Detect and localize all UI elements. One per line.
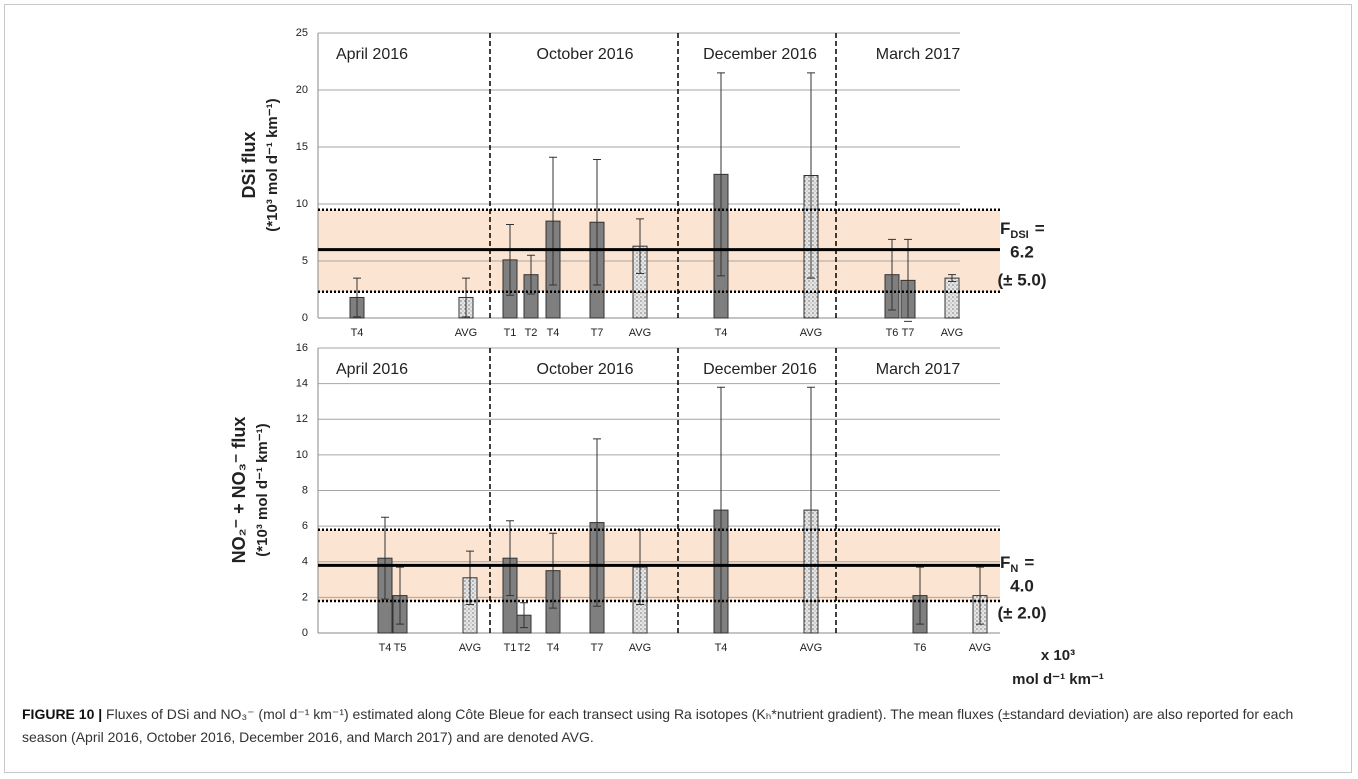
flux-symbol-subscript: DSI	[1010, 229, 1028, 241]
y-axis-title: NO₂⁻ + NO₃⁻ flux	[229, 417, 249, 564]
error-bar	[396, 566, 404, 625]
y-tick-label: 10	[296, 449, 308, 461]
x-tick-label: AVG	[459, 642, 481, 654]
season-label: October 2016	[537, 361, 634, 378]
error-bar	[593, 438, 601, 607]
y-tick-label: 20	[296, 84, 308, 96]
y-tick-label: 8	[302, 484, 308, 496]
y-tick-label: 5	[302, 255, 308, 267]
y-tick-label: 10	[296, 198, 308, 210]
y-tick-label: 6	[302, 520, 308, 532]
error-bar	[549, 156, 557, 286]
flux-sd: (± 5.0)	[997, 270, 1046, 289]
x-tick-label: T7	[902, 327, 915, 339]
flux-mean: 6.2	[1010, 242, 1034, 261]
y-tick-label: 4	[302, 556, 308, 568]
flux-symbol-main: F	[1000, 219, 1010, 238]
error-bar	[549, 532, 557, 609]
y-tick-label: 0	[302, 312, 308, 324]
error-bar	[807, 72, 815, 279]
x-tick-label: AVG	[800, 327, 822, 339]
season-label: April 2016	[336, 46, 408, 63]
season-label: December 2016	[703, 361, 817, 378]
caption: FIGURE 10 | Fluxes of DSi and NO₃⁻ (mol …	[22, 703, 1342, 749]
season-label: April 2016	[336, 361, 408, 378]
units-note: mol d⁻¹ km⁻¹	[1012, 671, 1104, 688]
x-tick-label: T5	[394, 642, 407, 654]
season-label: March 2017	[876, 361, 961, 378]
flux-symbol: FN =	[1000, 553, 1034, 574]
y-tick-label: 14	[296, 378, 308, 390]
season-label: December 2016	[703, 46, 817, 63]
flux-symbol-subscript: N	[1010, 563, 1018, 575]
y-tick-label: 25	[296, 27, 308, 39]
x-tick-label: AVG	[629, 642, 651, 654]
caption-text: Fluxes of DSi and NO₃⁻ (mol d⁻¹ km⁻¹) es…	[22, 706, 1294, 745]
flux-mean: 4.0	[1010, 576, 1034, 595]
figure-frame	[4, 4, 1352, 773]
error-bar	[527, 254, 535, 295]
x-tick-label: AVG	[455, 327, 477, 339]
x-tick-label: T7	[591, 327, 604, 339]
x-tick-label: T4	[715, 642, 728, 654]
flux-symbol-main: F	[1000, 553, 1010, 572]
error-bar	[593, 159, 601, 286]
flux-equals: =	[1024, 553, 1034, 572]
x-tick-label: T4	[547, 642, 560, 654]
flux-equals: =	[1035, 219, 1045, 238]
x-tick-label: T4	[715, 327, 728, 339]
x-tick-label: T1	[504, 327, 517, 339]
y-tick-label: 2	[302, 591, 308, 603]
y-axis-title: DSi flux	[239, 131, 259, 198]
x-tick-label: AVG	[969, 642, 991, 654]
x-tick-label: T1	[504, 642, 517, 654]
y-tick-label: 16	[296, 342, 308, 354]
x-tick-label: T6	[914, 642, 927, 654]
error-bar	[506, 224, 514, 296]
x-tick-label: T6	[886, 327, 899, 339]
x-tick-label: AVG	[941, 327, 963, 339]
error-bar	[462, 277, 470, 318]
x-tick-label: T4	[379, 642, 392, 654]
error-bar	[807, 386, 815, 634]
y-tick-label: 15	[296, 141, 308, 153]
bar	[944, 277, 960, 319]
error-bar	[353, 277, 361, 318]
y-tick-label: 0	[302, 627, 308, 639]
y-axis-subtitle: (*10³ mol d⁻¹ km⁻¹)	[264, 98, 281, 231]
error-bar	[466, 550, 474, 605]
x-tick-label: AVG	[629, 327, 651, 339]
error-bar	[381, 516, 389, 600]
y-axis-subtitle: (*10³ mol d⁻¹ km⁻¹)	[254, 423, 271, 556]
error-bar	[948, 274, 956, 283]
error-bar	[636, 218, 644, 275]
error-bar	[976, 566, 984, 625]
error-bar	[717, 386, 725, 634]
x-tick-label: T7	[591, 642, 604, 654]
x-tick-label: T4	[547, 327, 560, 339]
y-tick-label: 12	[296, 413, 308, 425]
caption-label: FIGURE 10 |	[22, 706, 103, 722]
error-bar	[888, 238, 896, 311]
error-bar	[904, 238, 912, 322]
flux-symbol: FDSI =	[1000, 219, 1045, 240]
error-bar	[506, 520, 514, 597]
season-label: October 2016	[537, 46, 634, 63]
flux-sd: (± 2.0)	[997, 603, 1046, 622]
error-bar	[520, 602, 528, 629]
x-tick-label: T2	[525, 327, 538, 339]
x-tick-label: AVG	[800, 642, 822, 654]
error-bar	[717, 72, 725, 277]
units-note: x 10³	[1041, 647, 1075, 664]
season-label: March 2017	[876, 46, 961, 63]
error-bar	[916, 566, 924, 625]
x-tick-label: T2	[518, 642, 531, 654]
x-tick-label: T4	[351, 327, 364, 339]
